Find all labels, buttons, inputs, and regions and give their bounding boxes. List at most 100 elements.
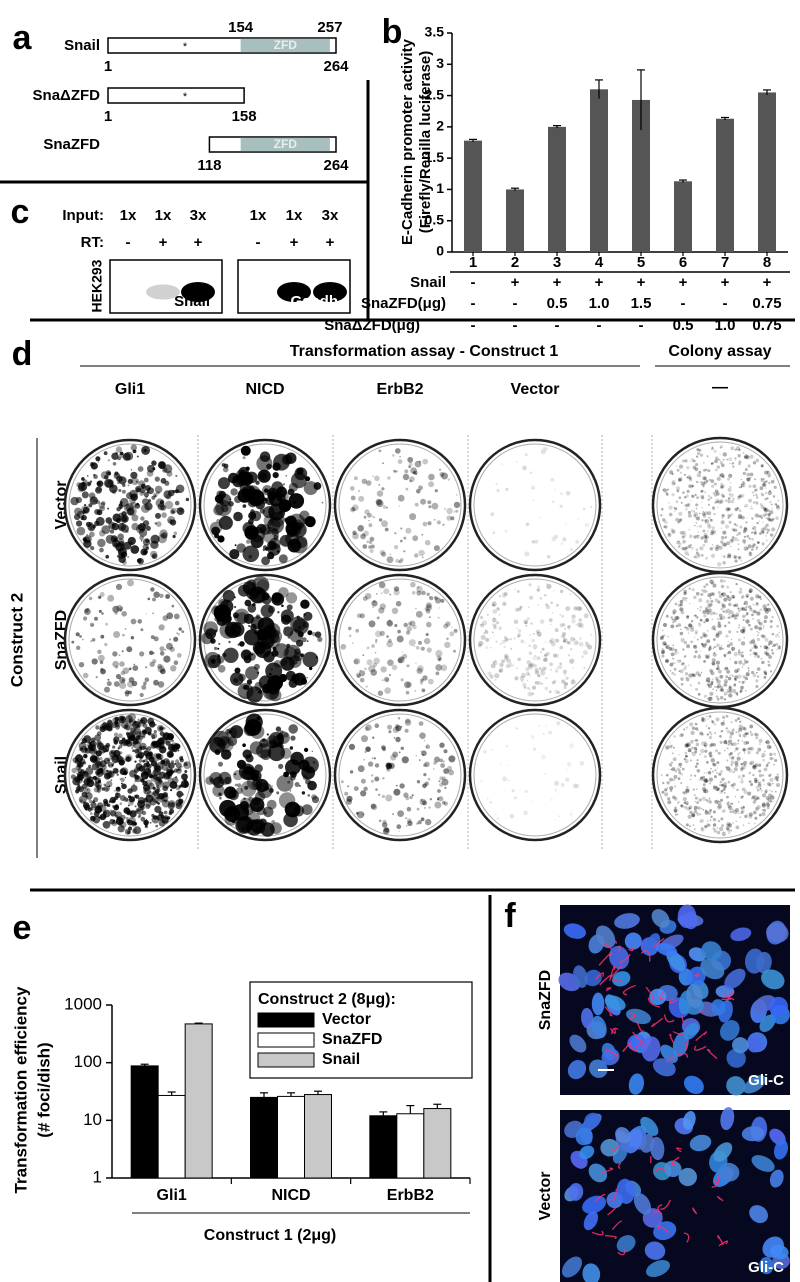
colony [742,733,747,738]
colony [669,744,673,749]
colony [117,481,120,485]
colony [699,776,704,781]
colony [99,547,104,553]
stain [622,984,636,996]
colony [727,554,732,559]
colony [242,743,246,747]
colony [153,730,157,734]
colony [683,473,687,476]
colony [696,812,698,814]
colony [214,629,218,632]
colony [703,660,706,663]
position-label: 264 [323,58,349,75]
colony [720,520,725,525]
colony [286,604,293,611]
colony [711,661,716,666]
colony [671,493,675,497]
colony [718,591,721,594]
colony [389,593,392,596]
colony [772,757,775,760]
colony [727,596,732,601]
colony [171,777,179,784]
nucleus [579,1145,595,1160]
colony [763,481,766,484]
colony [713,638,716,641]
colony [278,554,288,564]
colony [477,643,482,648]
construct-name: SnaΔZFD [33,87,101,104]
colony [759,787,762,790]
colony [679,603,683,607]
colony [382,827,390,835]
colony [764,789,768,793]
colony [732,465,735,468]
colony [714,482,717,486]
colony [107,725,113,732]
colony [126,735,129,737]
colony [775,636,777,638]
colony [89,531,95,538]
colony [731,594,735,599]
nucleus [761,969,785,990]
micrograph [560,1107,790,1282]
stain [607,1207,617,1216]
colony [746,517,748,519]
colony [119,802,123,805]
colony [692,788,696,791]
colony [753,810,757,815]
colony [735,583,738,586]
colony [685,508,688,511]
colony [712,492,715,495]
colony [712,743,716,747]
colony [730,764,733,766]
colony [717,819,721,823]
bar [464,140,482,252]
colony [156,784,159,788]
colony [739,816,742,819]
colony [696,788,698,790]
colony [99,530,106,537]
colony [554,669,559,673]
colony [769,670,773,673]
colony [721,831,726,837]
colony [98,654,105,662]
colony [760,492,763,495]
colony [695,592,700,596]
colony [769,625,773,629]
colony [725,666,728,670]
colony [386,619,393,626]
panel-letter: c [11,193,30,231]
colony [691,621,693,623]
colony [742,748,746,752]
colony [729,674,732,676]
colony [702,543,706,547]
colony [134,760,137,763]
colony [731,536,735,540]
colony [181,793,185,796]
colony [513,796,518,800]
colony [368,620,376,628]
colony [669,513,672,515]
colony [690,739,694,744]
colony [107,507,110,510]
colony [748,590,752,594]
colony [764,507,767,511]
colony [150,540,159,549]
colony [450,626,453,628]
colony [758,621,761,625]
colony [757,747,762,752]
colony [82,638,84,641]
colony [88,596,93,601]
colony [727,621,731,624]
colony [422,458,429,465]
colony [757,734,759,737]
colony [504,817,507,819]
nucleus [713,1142,733,1162]
colony [425,818,432,826]
colony [514,676,519,681]
colony [366,540,370,544]
colony [102,820,111,829]
colony [765,740,770,745]
colony [719,459,721,461]
colony [411,591,416,595]
